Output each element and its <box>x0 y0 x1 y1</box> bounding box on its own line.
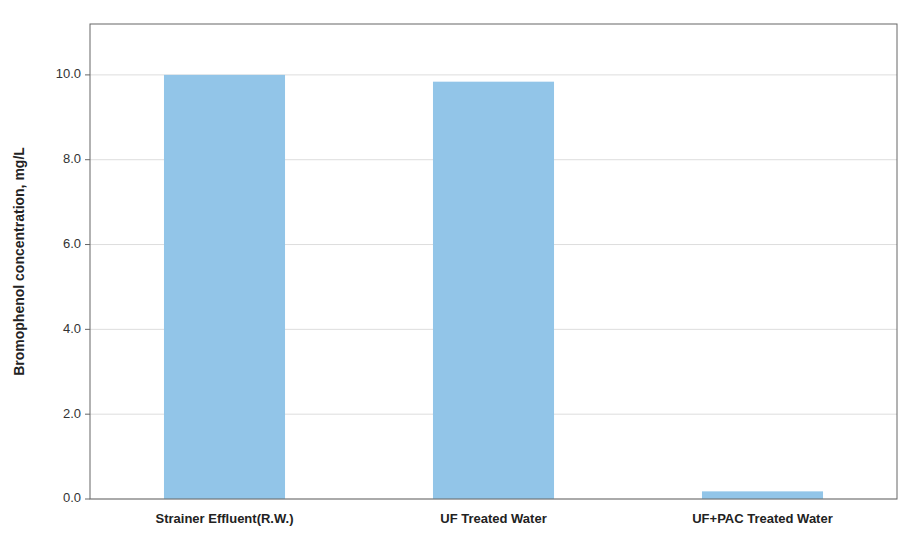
x-axis: Strainer Effluent(R.W.) UF Treated Water U… <box>156 511 833 526</box>
y-tick-label: 10.0 <box>56 66 81 81</box>
chart-container: 0.0 2.0 4.0 6.0 8.0 10.0 Bromophenol concentra… <box>0 0 921 551</box>
y-grid <box>90 75 897 499</box>
y-tick-label: 4.0 <box>63 321 81 336</box>
x-tick-label: Strainer Effluent(R.W.) <box>156 511 294 526</box>
y-tick-label: 2.0 <box>63 406 81 421</box>
plot-frame <box>90 24 897 499</box>
y-tick <box>85 329 90 330</box>
y-tick-label: 0.0 <box>63 490 81 505</box>
y-tick-label: 6.0 <box>63 236 81 251</box>
y-axis: 0.0 2.0 4.0 6.0 8.0 10.0 <box>56 66 90 505</box>
bar <box>702 491 823 499</box>
x-tick-label: UF+PAC Treated Water <box>692 511 833 526</box>
x-tick-label: UF Treated Water <box>440 511 546 526</box>
y-tick <box>85 244 90 245</box>
y-tick <box>85 74 90 75</box>
y-tick <box>85 499 90 500</box>
y-tick <box>85 414 90 415</box>
y-axis-label: Bromophenol concentration, mg/L <box>11 147 27 376</box>
bar <box>164 75 285 499</box>
bar <box>433 82 554 499</box>
y-tick <box>85 159 90 160</box>
chart-svg: 0.0 2.0 4.0 6.0 8.0 10.0 Bromophenol concentra… <box>0 0 921 551</box>
bars <box>164 75 823 499</box>
y-tick-label: 8.0 <box>63 151 81 166</box>
